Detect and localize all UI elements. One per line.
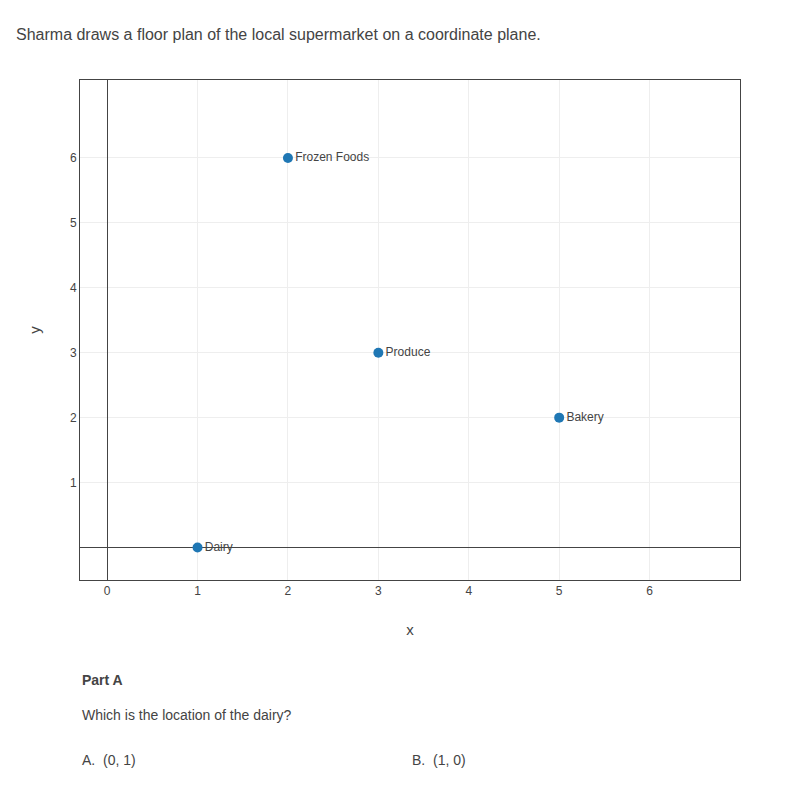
svg-text:Dairy: Dairy [205, 540, 233, 554]
svg-text:Sharma draws a floor plan of t: Sharma draws a floor plan of the local s… [16, 26, 541, 43]
svg-text:Frozen Foods: Frozen Foods [295, 150, 369, 164]
svg-text:0: 0 [104, 584, 111, 598]
svg-text:2: 2 [285, 584, 292, 598]
svg-text:6: 6 [70, 151, 77, 165]
svg-text:1: 1 [70, 476, 77, 490]
svg-text:y: y [26, 326, 43, 334]
svg-text:1: 1 [194, 584, 201, 598]
svg-text:Part A: Part A [82, 672, 123, 688]
svg-text:B. (1, 0): B. (1, 0) [412, 752, 466, 768]
svg-text:2: 2 [70, 411, 77, 425]
svg-text:4: 4 [465, 584, 472, 598]
svg-text:Produce: Produce [386, 345, 431, 359]
svg-text:x: x [406, 621, 414, 638]
svg-text:Which is the location of the d: Which is the location of the dairy? [82, 707, 292, 723]
svg-text:3: 3 [70, 346, 77, 360]
svg-text:Bakery: Bakery [566, 410, 603, 424]
svg-text:3: 3 [375, 584, 382, 598]
svg-text:6: 6 [646, 584, 653, 598]
svg-text:5: 5 [556, 584, 563, 598]
svg-text:5: 5 [70, 216, 77, 230]
svg-text:A. (0, 1): A. (0, 1) [82, 752, 136, 768]
svg-text:4: 4 [70, 281, 77, 295]
